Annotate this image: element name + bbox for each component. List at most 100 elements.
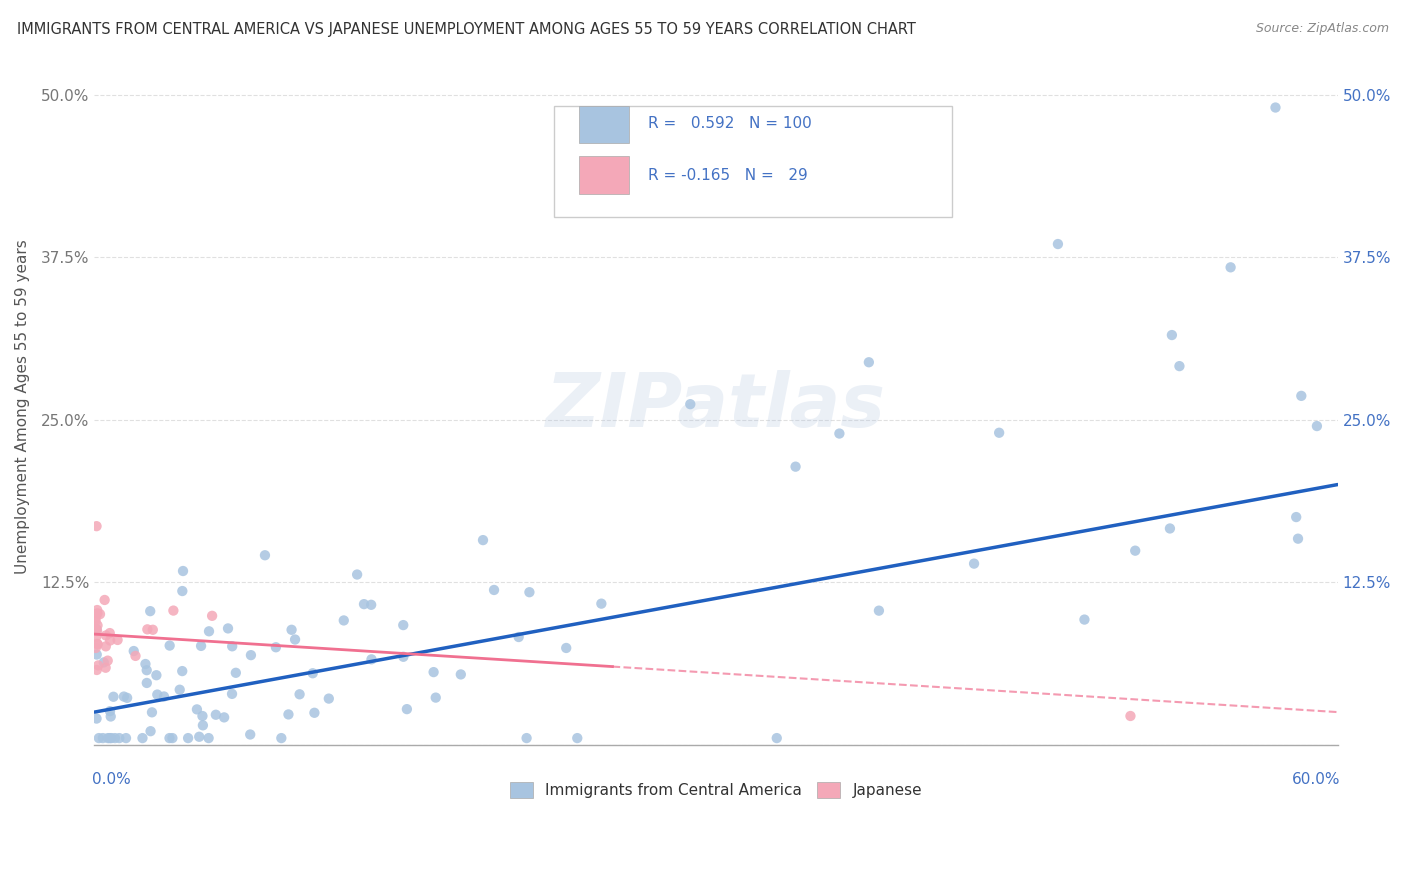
Point [139, 724, 162, 739]
Point [1168, 359, 1191, 373]
Point [239, 727, 262, 741]
Point [93, 593, 115, 607]
Point [98, 626, 121, 640]
Point [108, 731, 131, 745]
Point [288, 687, 311, 701]
Point [212, 710, 235, 724]
Point [395, 702, 418, 716]
Point [333, 614, 356, 628]
Point [91, 731, 114, 745]
Point [136, 623, 159, 637]
Point [87, 637, 110, 651]
Y-axis label: Unemployment Among Ages 55 to 59 years: Unemployment Among Ages 55 to 59 years [15, 239, 30, 574]
Point [159, 731, 181, 745]
Point [225, 665, 247, 680]
Point [318, 691, 340, 706]
Point [98, 731, 121, 745]
Point [172, 664, 194, 678]
Text: 60.0%: 60.0% [1292, 772, 1340, 787]
Point [145, 668, 167, 682]
Point [1285, 510, 1308, 524]
FancyBboxPatch shape [554, 106, 952, 218]
Point [450, 667, 472, 681]
Point [142, 623, 165, 637]
Point [868, 604, 890, 618]
Point [100, 731, 122, 745]
Point [93, 656, 115, 670]
Point [134, 657, 156, 671]
Point [1291, 389, 1313, 403]
Point [98, 633, 121, 648]
Point [86, 607, 108, 621]
Point [139, 604, 162, 618]
Point [1159, 521, 1181, 535]
Point [217, 622, 239, 636]
Point [86, 624, 108, 638]
Point [679, 397, 702, 411]
Point [86, 603, 108, 617]
Point [239, 648, 262, 662]
Point [963, 557, 986, 571]
Point [146, 688, 169, 702]
Point [988, 425, 1011, 440]
Point [555, 640, 578, 655]
Point [172, 564, 194, 578]
Point [86, 637, 108, 651]
Point [188, 730, 211, 744]
Point [131, 731, 153, 745]
Point [87, 731, 110, 745]
Text: IMMIGRANTS FROM CENTRAL AMERICA VS JAPANESE UNEMPLOYMENT AMONG AGES 55 TO 59 YEA: IMMIGRANTS FROM CENTRAL AMERICA VS JAPAN… [17, 22, 915, 37]
Point [86, 519, 108, 533]
Point [141, 706, 163, 720]
Point [353, 597, 375, 611]
Point [567, 731, 589, 745]
Point [98, 704, 121, 718]
Point [84, 615, 107, 629]
Point [221, 640, 243, 654]
Point [1306, 419, 1329, 434]
Bar [579, 156, 628, 194]
Point [270, 731, 292, 745]
Point [135, 676, 157, 690]
Point [201, 608, 224, 623]
Point [100, 709, 122, 723]
Point [1160, 328, 1182, 343]
Point [84, 630, 107, 644]
Point [253, 548, 276, 562]
Point [828, 426, 851, 441]
Point [1264, 101, 1286, 115]
Point [198, 624, 221, 639]
Point [107, 632, 129, 647]
Point [422, 665, 444, 679]
Point [858, 355, 880, 369]
Point [97, 654, 120, 668]
Point [346, 567, 368, 582]
Text: R = -0.165   N =   29: R = -0.165 N = 29 [648, 168, 807, 183]
Legend: Immigrants from Central America, Japanese: Immigrants from Central America, Japanes… [503, 776, 928, 805]
Point [392, 618, 415, 632]
Point [221, 687, 243, 701]
Point [284, 632, 307, 647]
Point [177, 731, 200, 745]
Point [1119, 709, 1142, 723]
Point [115, 731, 138, 745]
Point [94, 628, 117, 642]
Text: R =   0.592   N = 100: R = 0.592 N = 100 [648, 117, 811, 131]
Point [1046, 237, 1069, 252]
Bar [579, 106, 628, 143]
Point [86, 622, 108, 636]
Point [301, 666, 323, 681]
Point [1123, 543, 1146, 558]
Text: 0.0%: 0.0% [91, 772, 131, 787]
Point [86, 648, 108, 662]
Point [169, 682, 191, 697]
Point [425, 690, 447, 705]
Text: Source: ZipAtlas.com: Source: ZipAtlas.com [1256, 22, 1389, 36]
Point [360, 652, 382, 666]
Point [191, 709, 214, 723]
Point [508, 630, 530, 644]
Point [1286, 532, 1309, 546]
Point [186, 702, 208, 716]
Point [104, 731, 127, 745]
Point [162, 731, 184, 745]
